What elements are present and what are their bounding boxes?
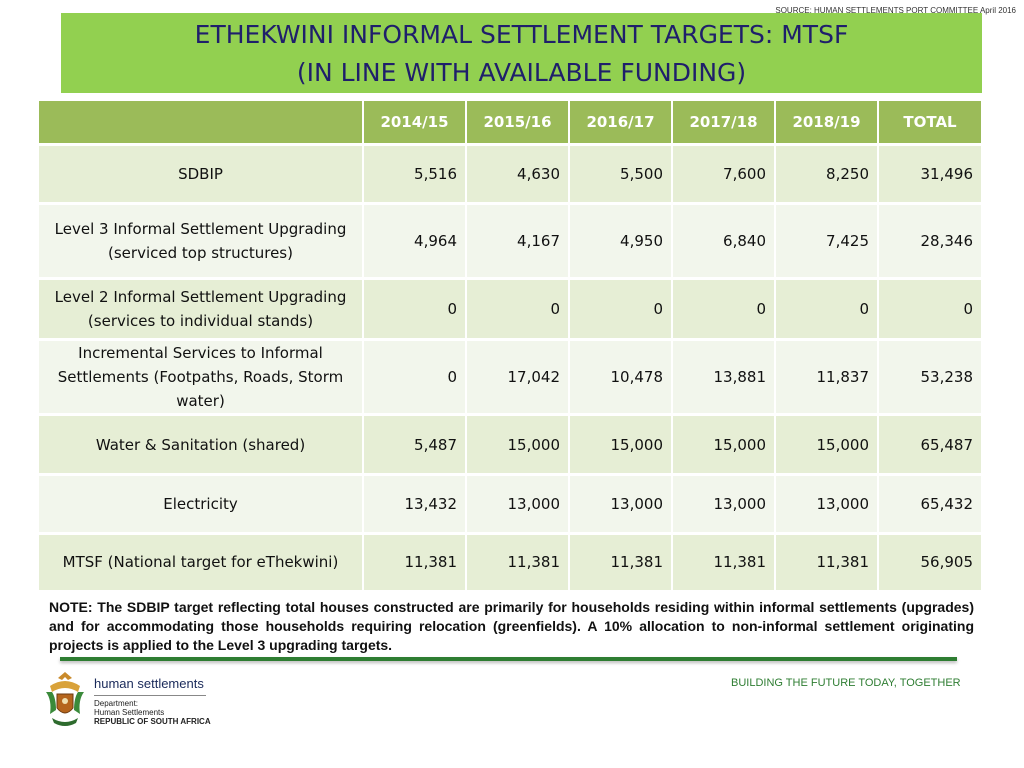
table-header-row: 2014/15 2015/16 2016/17 2017/18 2018/19 … [39,101,983,145]
row-label: SDBIP [39,143,364,204]
table-row: Incremental Services to Informal Settlem… [39,338,983,415]
table-cell: 5,500 [569,143,673,204]
table-cell: 0 [466,277,570,340]
table-cell: 13,000 [672,473,776,534]
table-cell: 11,837 [775,338,879,415]
table-cell: 5,487 [363,413,467,475]
table-cell: 0 [775,277,879,340]
table-cell: 11,381 [363,532,467,590]
slogan: BUILDING THE FUTURE TODAY, TOGETHER [731,677,961,689]
table-cell: 15,000 [672,413,776,475]
table-cell: 53,238 [878,338,983,415]
divider [60,657,957,661]
row-label: Level 2 Informal Settlement Upgrading (s… [39,277,364,340]
table-cell: 11,381 [569,532,673,590]
table-cell: 17,042 [466,338,570,415]
table-cell: 0 [363,338,467,415]
table-cell: 13,000 [775,473,879,534]
dept-divider [94,695,206,696]
table-cell: 7,600 [672,143,776,204]
table-row: Water & Sanitation (shared) 5,487 15,000… [39,413,983,475]
table-cell: 28,346 [878,202,983,279]
department-logo: human settlements Department: Human Sett… [94,676,211,726]
title-line-1: ETHEKWINI INFORMAL SETTLEMENT TARGETS: M… [194,20,849,49]
table-row: Level 3 Informal Settlement Upgrading (s… [39,202,983,279]
row-label: MTSF (National target for eThekwini) [39,532,364,590]
note-text: NOTE: The SDBIP target reflecting total … [49,599,974,653]
table-cell: 65,432 [878,473,983,534]
table-row: MTSF (National target for eThekwini) 11,… [39,532,983,590]
header-cell-2014-15: 2014/15 [363,101,467,145]
table-row: SDBIP 5,516 4,630 5,500 7,600 8,250 31,4… [39,143,983,204]
row-label: Incremental Services to Informal Settlem… [39,338,364,415]
targets-table: 2014/15 2015/16 2016/17 2017/18 2018/19 … [39,101,983,590]
table-cell: 15,000 [775,413,879,475]
source-note: SOURCE: HUMAN SETTLEMENTS PORT COMMITTEE… [775,6,1016,15]
table-row: Level 2 Informal Settlement Upgrading (s… [39,277,983,340]
header-cell-2017-18: 2017/18 [672,101,776,145]
table-cell: 4,964 [363,202,467,279]
table-cell: 8,250 [775,143,879,204]
coat-of-arms-icon [46,672,84,726]
dept-line-3: REPUBLIC OF SOUTH AFRICA [94,717,211,726]
row-label: Level 3 Informal Settlement Upgrading (s… [39,202,364,279]
table-cell: 13,432 [363,473,467,534]
table-cell: 15,000 [569,413,673,475]
table-cell: 13,000 [466,473,570,534]
table-cell: 4,167 [466,202,570,279]
table-cell: 0 [878,277,983,340]
title-line-2: (IN LINE WITH AVAILABLE FUNDING) [296,58,747,87]
header-cell-label [39,101,364,145]
table-row: Electricity 13,432 13,000 13,000 13,000 … [39,473,983,534]
table-cell: 11,381 [672,532,776,590]
row-label: Water & Sanitation (shared) [39,413,364,475]
table-cell: 13,881 [672,338,776,415]
table-cell: 0 [363,277,467,340]
table-cell: 31,496 [878,143,983,204]
table-cell: 4,630 [466,143,570,204]
table-cell: 11,381 [466,532,570,590]
header-cell-2018-19: 2018/19 [775,101,879,145]
table-cell: 15,000 [466,413,570,475]
table-cell: 11,381 [775,532,879,590]
header-cell-total: TOTAL [878,101,983,145]
dept-line-1: Department: [94,699,139,708]
table-cell: 7,425 [775,202,879,279]
row-label: Electricity [39,473,364,534]
table-cell: 13,000 [569,473,673,534]
header-cell-2016-17: 2016/17 [569,101,673,145]
table-cell: 10,478 [569,338,673,415]
table-cell: 0 [569,277,673,340]
title-banner: ETHEKWINI INFORMAL SETTLEMENT TARGETS: M… [61,13,982,93]
header-cell-2015-16: 2015/16 [466,101,570,145]
table-cell: 56,905 [878,532,983,590]
table-cell: 5,516 [363,143,467,204]
table-cell: 6,840 [672,202,776,279]
dept-name: human settlements [94,676,204,691]
dept-line-2: Human Settlements [94,708,165,717]
table-cell: 65,487 [878,413,983,475]
table-cell: 0 [672,277,776,340]
table-cell: 4,950 [569,202,673,279]
